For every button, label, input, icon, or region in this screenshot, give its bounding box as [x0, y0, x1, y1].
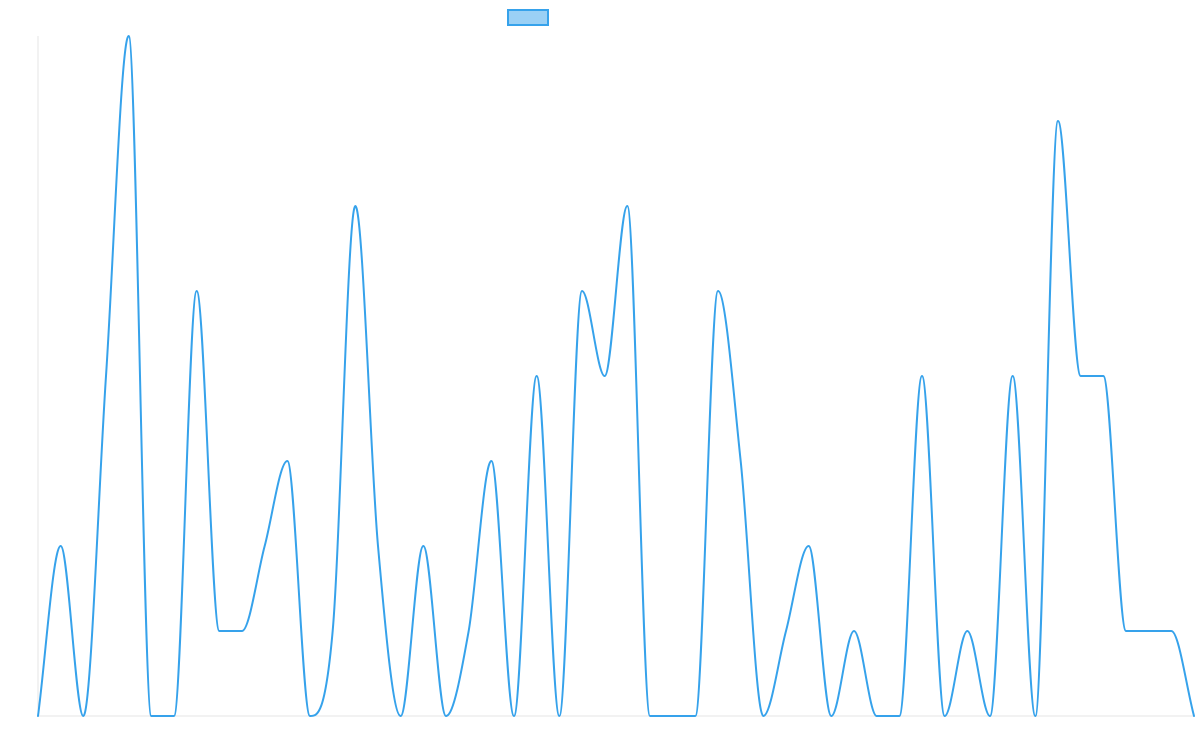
data-point-34[interactable]	[806, 543, 812, 549]
data-point-31[interactable]	[738, 458, 744, 464]
data-point-48[interactable]	[1123, 628, 1129, 634]
data-point-36[interactable]	[851, 628, 857, 634]
data-point-46[interactable]	[1078, 373, 1084, 379]
data-point-42[interactable]	[987, 713, 993, 719]
data-point-29[interactable]	[692, 713, 698, 719]
data-point-1[interactable]	[58, 543, 64, 549]
data-point-19[interactable]	[466, 628, 472, 634]
data-point-50[interactable]	[1168, 628, 1174, 634]
data-point-10[interactable]	[262, 543, 268, 549]
data-point-25[interactable]	[602, 373, 608, 379]
data-point-15[interactable]	[375, 543, 381, 549]
data-point-8[interactable]	[216, 628, 222, 634]
data-point-27[interactable]	[647, 713, 653, 719]
data-point-21[interactable]	[511, 713, 517, 719]
data-point-23[interactable]	[556, 713, 562, 719]
series-group	[37, 35, 1195, 717]
data-point-32[interactable]	[760, 713, 766, 719]
series-line-0	[37, 35, 1195, 717]
data-point-28[interactable]	[670, 713, 676, 719]
data-point-2[interactable]	[80, 713, 86, 719]
data-point-30[interactable]	[715, 288, 721, 294]
data-point-18[interactable]	[443, 713, 449, 719]
data-point-22[interactable]	[534, 373, 540, 379]
data-point-43[interactable]	[1010, 373, 1016, 379]
data-point-41[interactable]	[964, 628, 970, 634]
legend-swatch[interactable]	[507, 9, 549, 26]
data-point-9[interactable]	[239, 628, 245, 634]
data-point-38[interactable]	[896, 713, 902, 719]
data-point-13[interactable]	[330, 628, 336, 634]
data-point-0[interactable]	[35, 713, 41, 719]
data-point-44[interactable]	[1032, 713, 1038, 719]
data-point-5[interactable]	[148, 713, 154, 719]
data-point-20[interactable]	[488, 458, 494, 464]
data-point-45[interactable]	[1055, 118, 1061, 124]
data-point-14[interactable]	[352, 203, 358, 209]
data-point-35[interactable]	[828, 713, 834, 719]
data-point-3[interactable]	[103, 373, 109, 379]
data-point-7[interactable]	[194, 288, 200, 294]
data-point-11[interactable]	[284, 458, 290, 464]
data-point-4[interactable]	[126, 33, 132, 39]
data-point-40[interactable]	[942, 713, 948, 719]
points-group	[35, 33, 1197, 719]
data-point-24[interactable]	[579, 288, 585, 294]
data-point-49[interactable]	[1146, 628, 1152, 634]
data-point-51[interactable]	[1191, 713, 1197, 719]
data-point-6[interactable]	[171, 713, 177, 719]
data-point-17[interactable]	[420, 543, 426, 549]
data-point-39[interactable]	[919, 373, 925, 379]
data-point-26[interactable]	[624, 203, 630, 209]
data-point-47[interactable]	[1100, 373, 1106, 379]
data-point-16[interactable]	[398, 713, 404, 719]
data-point-33[interactable]	[783, 628, 789, 634]
data-point-12[interactable]	[307, 713, 313, 719]
data-point-37[interactable]	[874, 713, 880, 719]
